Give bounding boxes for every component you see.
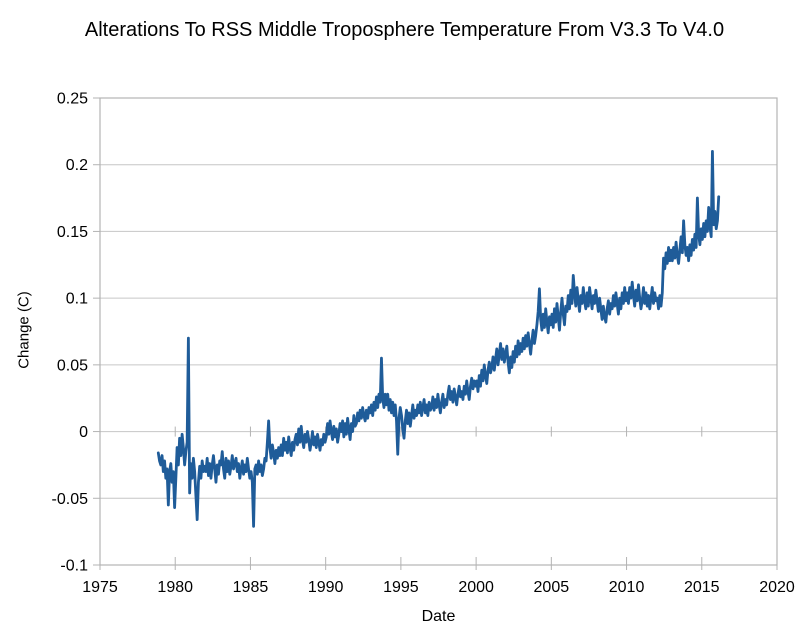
x-tick-label: 2015 (684, 579, 720, 596)
y-axis-title: Change (C) (15, 291, 33, 369)
x-tick-label: 1995 (383, 579, 419, 596)
y-tick-label: -0.1 (60, 558, 88, 575)
y-tick-label: 0.25 (57, 91, 88, 108)
x-tick-label: 1990 (308, 579, 344, 596)
y-tick-label: -0.05 (52, 491, 89, 508)
y-tick-label: 0 (79, 424, 88, 441)
x-tick-label: 2010 (609, 579, 645, 596)
y-tick-label: 0.05 (57, 357, 88, 374)
x-tick-label: 1975 (82, 579, 118, 596)
y-tick-label: 0.15 (57, 224, 88, 241)
x-tick-label: 1980 (157, 579, 193, 596)
temperature-change-line (156, 149, 721, 528)
x-tick-label: 1985 (233, 579, 269, 596)
x-axis-title: Date (421, 608, 456, 625)
x-tick-label: 2005 (534, 579, 570, 596)
x-tick-label: 2000 (458, 579, 494, 596)
plot-border (99, 97, 778, 566)
x-tick-label: 2020 (759, 579, 795, 596)
chart-title: Alterations To RSS Middle Troposphere Te… (84, 19, 725, 41)
y-tick-label: 0.1 (66, 291, 88, 308)
y-tick-label: 0.2 (66, 157, 88, 174)
